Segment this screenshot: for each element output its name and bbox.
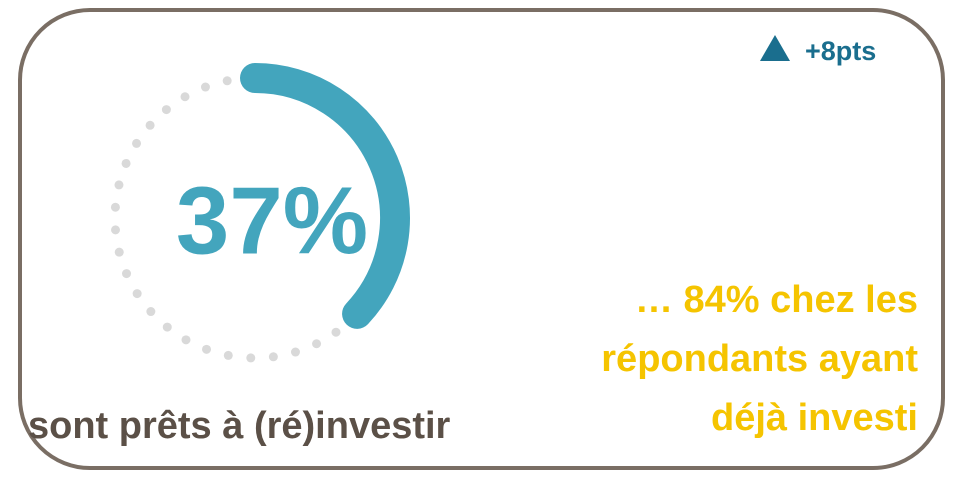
- track-dot: [223, 350, 233, 360]
- track-dot: [200, 82, 210, 92]
- track-dot: [114, 247, 124, 257]
- track-dot: [121, 158, 131, 168]
- track-dot: [202, 344, 212, 354]
- track-dot: [312, 339, 322, 349]
- annotation-line: déjà investi: [711, 397, 918, 439]
- track-dot: [132, 289, 142, 299]
- gauge: [110, 63, 410, 363]
- track-dot: [268, 352, 278, 362]
- track-dot: [222, 76, 232, 86]
- gauge-arc: [240, 63, 410, 329]
- annotation-line: répondants ayant: [601, 338, 918, 380]
- up-arrow: [760, 35, 790, 61]
- track-dot: [180, 92, 190, 102]
- track-dot: [162, 322, 172, 332]
- track-dot: [290, 347, 300, 357]
- track-dot: [331, 327, 341, 337]
- track-dot: [132, 138, 142, 148]
- value-label: 37%: [176, 167, 368, 274]
- gauge-label: sont prêts à (ré)investir: [28, 405, 451, 447]
- track-dot: [161, 105, 171, 115]
- change-label: +8pts: [805, 36, 876, 66]
- track-dot: [110, 202, 120, 212]
- track-dot: [246, 353, 256, 363]
- track-dot: [122, 269, 132, 279]
- track-dot: [111, 225, 121, 235]
- track-dot: [145, 120, 155, 130]
- track-dot: [181, 335, 191, 345]
- annotation-line: … 84% chez les: [635, 279, 918, 321]
- track-dot: [146, 307, 156, 317]
- track-dot: [114, 180, 124, 190]
